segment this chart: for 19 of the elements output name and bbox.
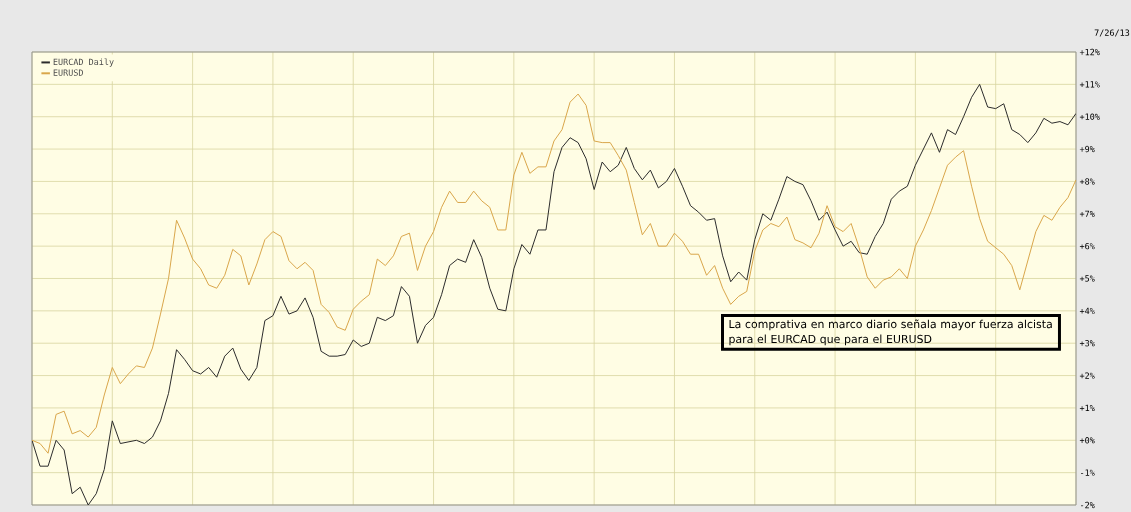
y-tick-label: +9% (1079, 145, 1095, 153)
y-tick-label: +7% (1079, 210, 1095, 217)
annotation: La comprativa en marco diario señala mayor fuerza alcista para el EURCAD que para el EURUSD (729, 319, 1052, 346)
y-tick-label: +4% (1079, 307, 1095, 314)
y-tick-label: +0% (1079, 437, 1095, 444)
legend-label: EURCAD Daily (53, 58, 114, 67)
y-tick-label: +8% (1079, 178, 1095, 185)
y-tick-label: +10% (1079, 113, 1100, 120)
y-tick-label: +2% (1079, 372, 1095, 379)
legend-label: EURUSD (53, 69, 83, 76)
y-tick-label: +3% (1079, 340, 1095, 347)
text: 7/26/13 (1094, 29, 1130, 37)
y-tick-label: -1% (1080, 469, 1095, 476)
y-tick-label: +11% (1079, 81, 1100, 88)
y-tick-label: -2% (1080, 501, 1095, 509)
y-tick-label: +5% (1079, 275, 1095, 282)
y-tick-label: +12% (1079, 48, 1100, 56)
y-tick-label: +6% (1079, 242, 1095, 250)
y-tick-label: +1% (1079, 404, 1095, 412)
